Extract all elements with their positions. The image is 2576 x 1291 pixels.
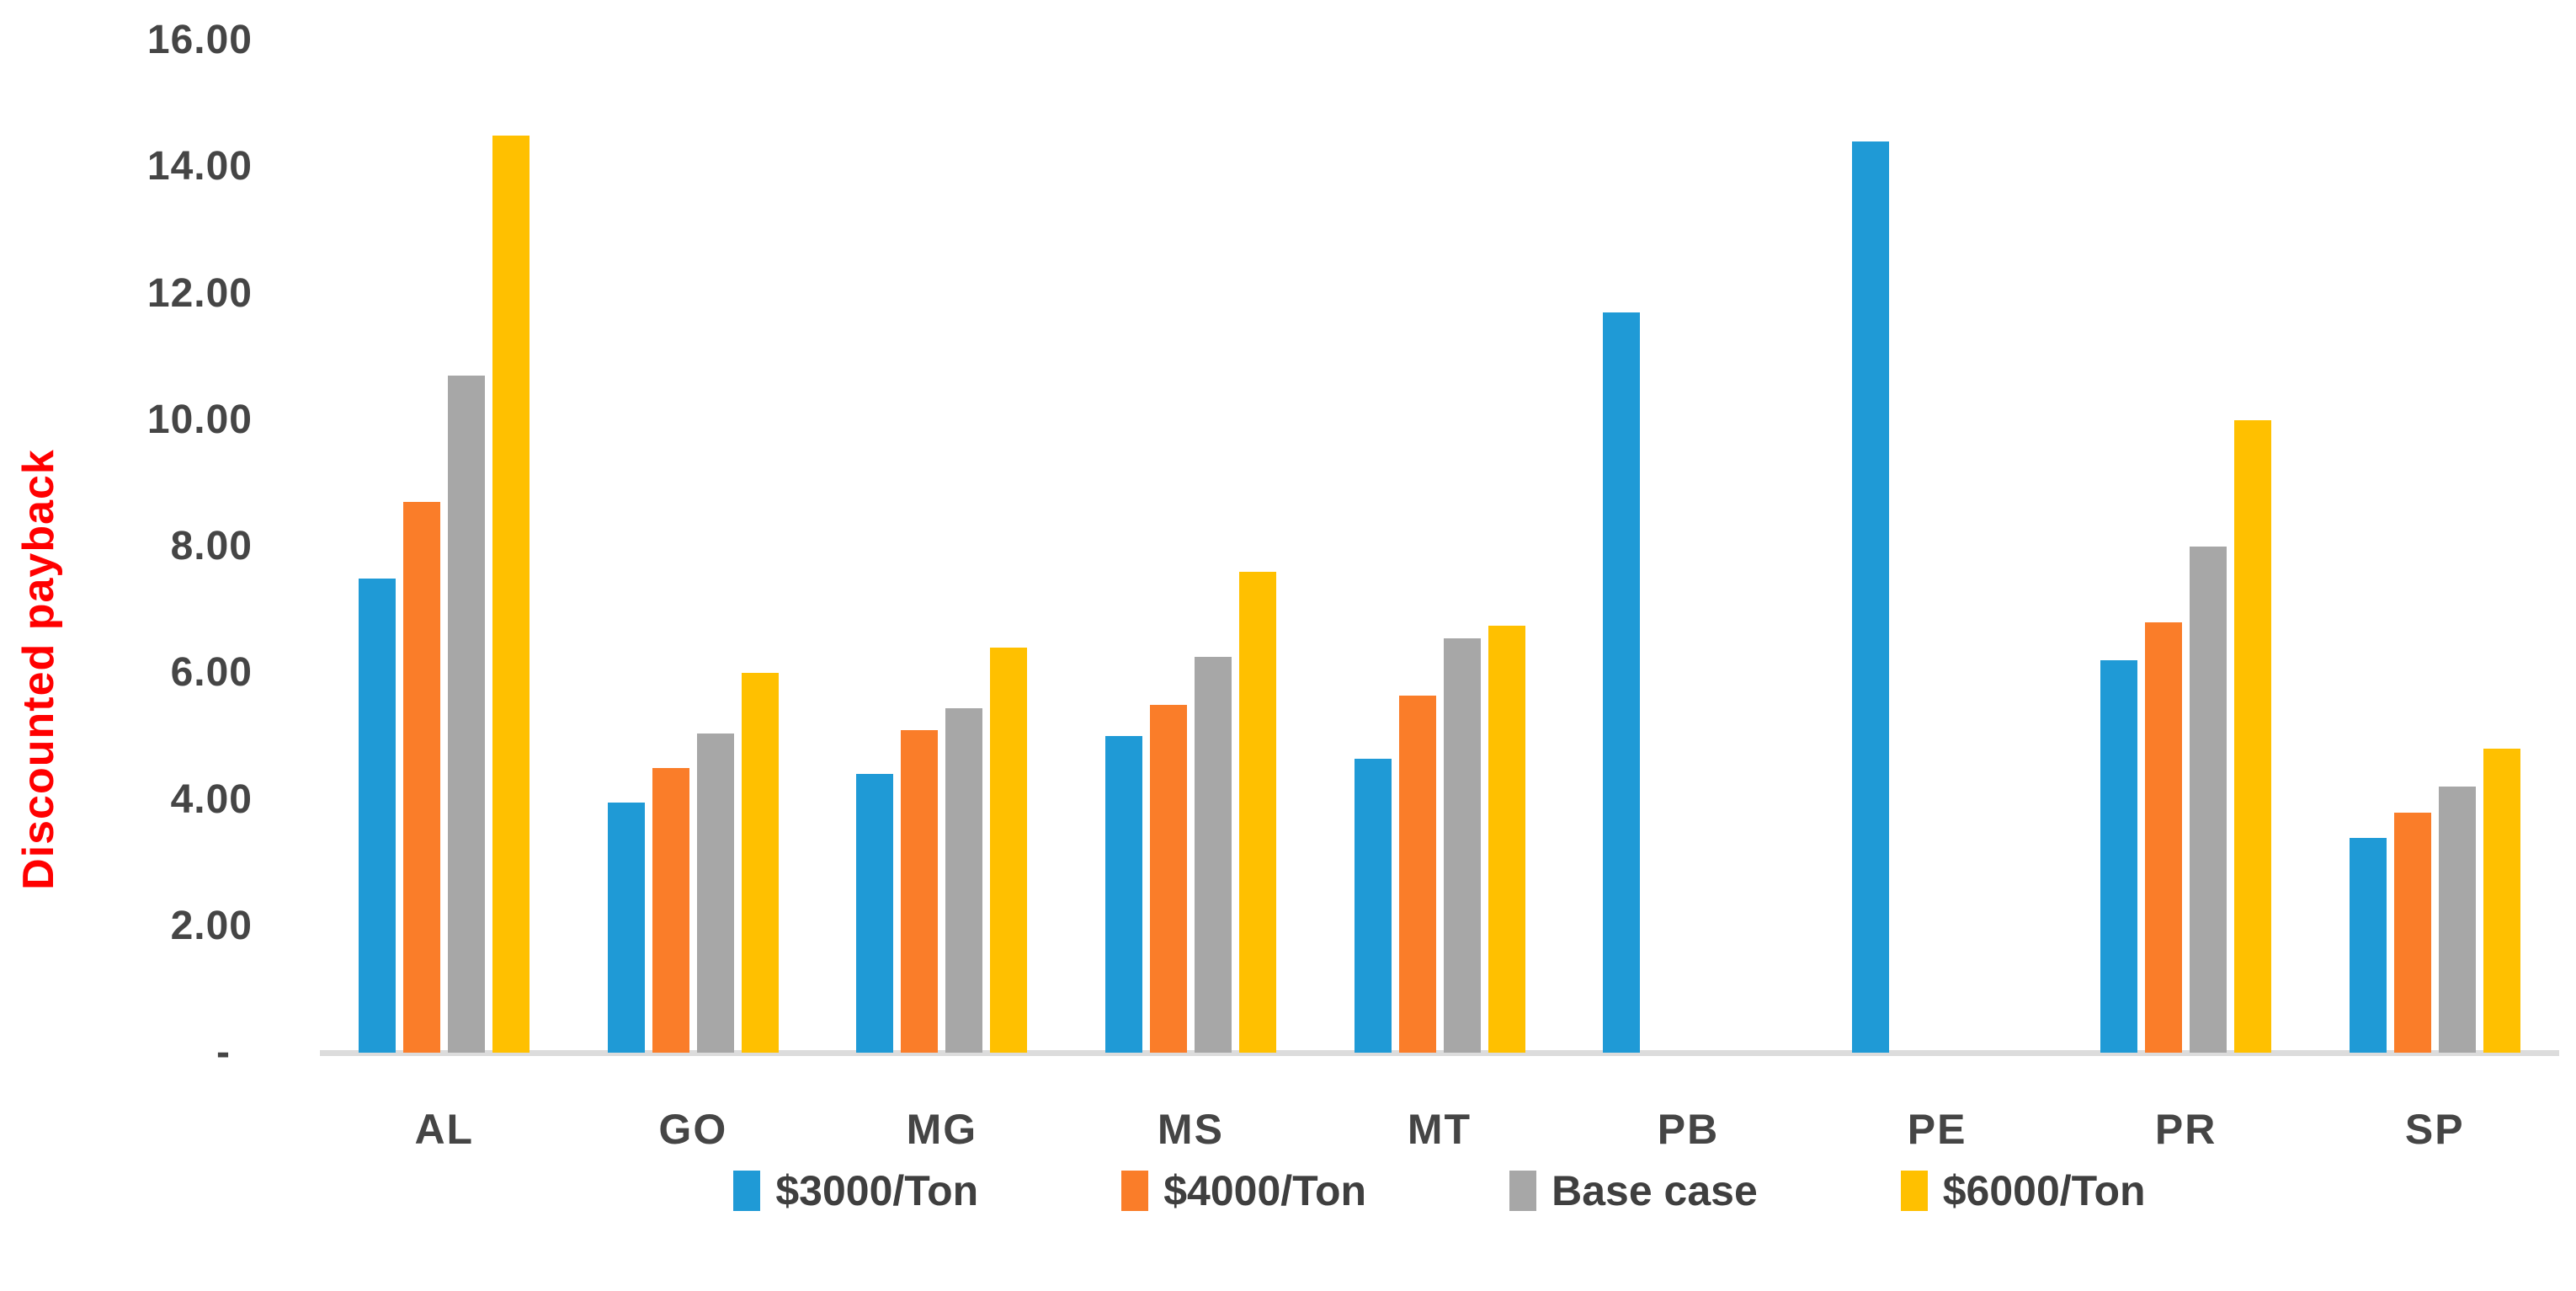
legend-item: Base case	[1509, 1166, 1758, 1215]
bar-mt-4000ton	[1398, 695, 1436, 1053]
legend: $3000/Ton $4000/Ton Base case $6000/Ton	[320, 1166, 2559, 1215]
bar-al-6000ton	[492, 135, 530, 1053]
x-category-label-al: AL	[414, 1106, 475, 1153]
x-axis-line	[320, 1050, 2559, 1056]
x-category-label-pb: PB	[1657, 1106, 1720, 1153]
x-category-label-mg: MG	[906, 1106, 978, 1153]
bar-mt-base-case	[1443, 637, 1481, 1053]
x-category-label-sp: SP	[2404, 1106, 2465, 1153]
bar-go-3000ton	[607, 803, 645, 1053]
bar-ms-3000ton	[1104, 736, 1142, 1053]
legend-label: Base case	[1551, 1167, 1758, 1214]
x-category-label-pe: PE	[1907, 1106, 1967, 1153]
legend-swatch-icon	[1509, 1171, 1537, 1211]
x-category-label-ms: MS	[1157, 1106, 1224, 1153]
bar-pe-3000ton	[1851, 141, 1889, 1053]
bar-sp-4000ton	[2393, 812, 2431, 1053]
bar-mt-3000ton	[1354, 758, 1392, 1053]
bar-pr-6000ton	[2234, 419, 2272, 1053]
bar-pb-3000ton	[1603, 312, 1641, 1053]
y-tick-label: 2.00	[170, 903, 253, 948]
bar-ms-4000ton	[1149, 704, 1187, 1053]
y-tick-label: 4.00	[170, 776, 253, 822]
bar-pr-4000ton	[2145, 622, 2183, 1053]
y-tick-label: 16.00	[146, 18, 253, 62]
bar-mg-4000ton	[901, 729, 939, 1053]
y-tick-label: 10.00	[146, 397, 253, 442]
legend-item: $3000/Ton	[733, 1166, 978, 1215]
y-tick-label: 14.00	[146, 144, 253, 189]
bar-sp-6000ton	[2483, 749, 2520, 1053]
legend-label: $3000/Ton	[775, 1167, 979, 1214]
y-tick-label: 12.00	[146, 270, 253, 316]
bar-mt-6000ton	[1488, 625, 1525, 1053]
bar-ms-base-case	[1194, 657, 1232, 1053]
y-tick-label: 8.00	[170, 524, 253, 568]
legend-label: $4000/Ton	[1163, 1167, 1367, 1214]
bar-sp-base-case	[2438, 787, 2476, 1053]
x-category-label-go: GO	[658, 1106, 728, 1153]
bar-al-base-case	[448, 376, 486, 1053]
legend-item: $4000/Ton	[1121, 1166, 1366, 1215]
bar-go-4000ton	[652, 767, 689, 1053]
legend-item: $6000/Ton	[1900, 1166, 2146, 1215]
x-category-label-pr: PR	[2154, 1106, 2217, 1153]
y-tick-label: -	[216, 1030, 231, 1075]
bar-al-3000ton	[359, 578, 397, 1053]
bar-go-6000ton	[741, 673, 779, 1053]
bar-ms-6000ton	[1238, 572, 1276, 1053]
bar-pr-3000ton	[2100, 660, 2138, 1053]
legend-swatch-icon	[1121, 1171, 1149, 1211]
bar-sp-3000ton	[2349, 837, 2387, 1053]
legend-swatch-icon	[733, 1171, 761, 1211]
bar-pr-base-case	[2190, 547, 2227, 1053]
x-category-label-mt: MT	[1407, 1106, 1472, 1153]
bar-go-base-case	[696, 733, 734, 1053]
y-tick-label: 6.00	[170, 650, 253, 696]
bar-al-4000ton	[403, 502, 441, 1053]
legend-swatch-icon	[1900, 1171, 1928, 1211]
legend-label: $6000/Ton	[1942, 1167, 2146, 1214]
bar-mg-6000ton	[990, 648, 1028, 1053]
bar-mg-3000ton	[856, 774, 894, 1053]
bar-mg-base-case	[945, 707, 983, 1053]
